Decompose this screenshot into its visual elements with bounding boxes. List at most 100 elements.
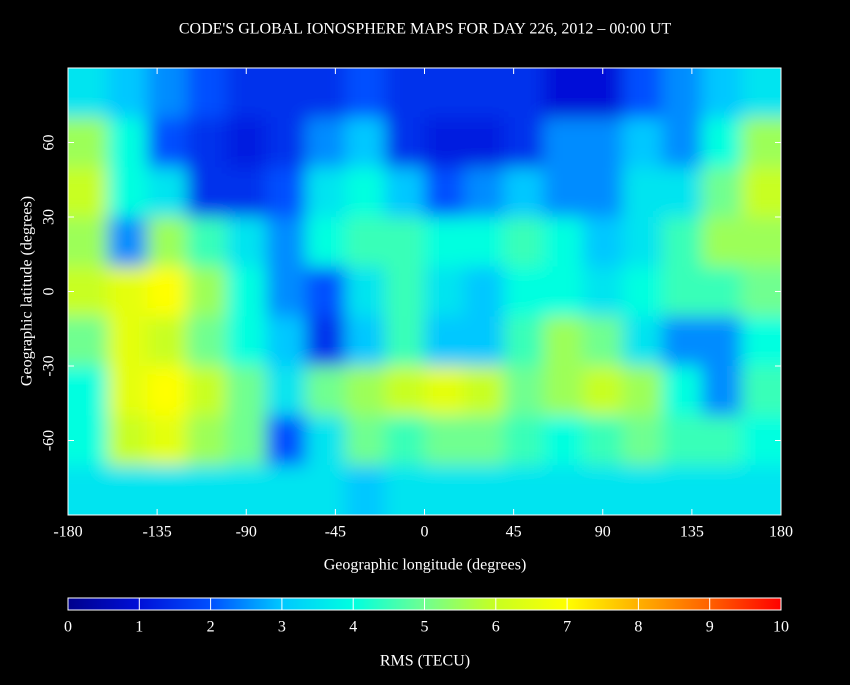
heat-cell xyxy=(662,266,703,317)
heat-cell xyxy=(68,366,109,417)
heat-cell xyxy=(622,465,663,515)
colorbar-tick-label: 9 xyxy=(706,619,714,636)
heat-cell xyxy=(503,266,544,317)
heat-cell xyxy=(186,266,227,317)
colorbar-tick-label: 7 xyxy=(563,619,571,636)
heat-cell xyxy=(226,68,267,119)
heat-cell xyxy=(543,415,584,466)
y-tick-label: -30 xyxy=(41,355,58,376)
heat-cell xyxy=(582,415,624,466)
heat-cell xyxy=(68,415,109,466)
heat-cell xyxy=(741,68,781,119)
heat-cell xyxy=(582,68,624,119)
heat-cell xyxy=(384,465,425,515)
heat-cell xyxy=(226,366,267,417)
heat-cell xyxy=(582,117,624,168)
y-tick-label: -60 xyxy=(41,430,58,451)
heat-cell xyxy=(662,217,703,268)
heat-cell xyxy=(543,316,584,367)
heat-cell xyxy=(226,465,267,515)
heat-cell xyxy=(384,415,425,466)
heat-cell xyxy=(464,266,505,317)
heat-cell xyxy=(464,366,505,417)
heat-cell xyxy=(345,217,386,268)
heat-cell xyxy=(503,316,544,367)
heat-cell xyxy=(186,117,227,168)
heat-cell xyxy=(582,167,624,218)
heat-cell xyxy=(622,117,663,168)
heat-cell xyxy=(345,68,386,119)
heat-cell xyxy=(622,415,663,466)
heat-cell xyxy=(107,117,148,168)
heat-cell xyxy=(345,117,386,168)
heat-cell xyxy=(147,366,188,417)
x-tick-label: -180 xyxy=(53,524,82,541)
heat-cell xyxy=(68,316,109,367)
heat-cell xyxy=(464,68,505,119)
heat-cell xyxy=(464,316,505,367)
heat-cell xyxy=(345,366,386,417)
heat-cell xyxy=(226,266,267,317)
heat-cell xyxy=(424,117,465,168)
heat-cell xyxy=(543,366,584,417)
heat-cell xyxy=(226,217,267,268)
y-axis-label: Geographic latitude (degrees) xyxy=(19,196,36,386)
x-tick-label: 90 xyxy=(595,524,611,541)
heat-cell xyxy=(662,316,703,367)
heat-cell xyxy=(622,266,663,317)
heat-cell xyxy=(503,167,544,218)
heat-cell xyxy=(701,217,742,268)
x-tick-label: -90 xyxy=(236,524,257,541)
heat-cell xyxy=(424,266,465,317)
heat-cell xyxy=(543,266,584,317)
heat-cell xyxy=(345,167,386,218)
heat-cell xyxy=(107,167,148,218)
colorbar-tick-label: 8 xyxy=(634,619,642,636)
heat-cell xyxy=(266,366,307,417)
heat-cell xyxy=(226,117,267,168)
x-tick-label: -45 xyxy=(325,524,346,541)
heat-cell xyxy=(68,117,109,168)
heat-cell xyxy=(186,415,227,466)
heat-cell xyxy=(68,217,109,268)
heat-cell xyxy=(147,266,188,317)
y-tick-label: 30 xyxy=(41,209,58,225)
heat-cell xyxy=(107,217,148,268)
heat-cell xyxy=(701,366,742,417)
heat-cell xyxy=(582,266,624,317)
heat-cell xyxy=(266,465,307,515)
heat-cell xyxy=(186,167,227,218)
heat-cell xyxy=(543,167,584,218)
heat-cell xyxy=(543,68,584,119)
heat-cell xyxy=(582,316,624,367)
heat-cell xyxy=(662,366,703,417)
colorbar-tick-label: 0 xyxy=(64,619,72,636)
heat-cell xyxy=(186,366,227,417)
heat-cell xyxy=(345,415,386,466)
y-tick-label: 0 xyxy=(41,288,58,296)
heat-cell xyxy=(384,167,425,218)
heat-cell xyxy=(582,366,624,417)
heat-cell xyxy=(582,217,624,268)
x-tick-label: 45 xyxy=(506,524,522,541)
heatmap xyxy=(68,68,781,515)
heat-cell xyxy=(305,117,346,168)
heat-cell xyxy=(622,366,663,417)
heat-cell xyxy=(68,167,109,218)
heat-cell xyxy=(622,68,663,119)
chart-title: CODE'S GLOBAL IONOSPHERE MAPS FOR DAY 22… xyxy=(179,21,671,38)
heat-cell xyxy=(701,68,742,119)
x-tick-label: 180 xyxy=(769,524,793,541)
heat-cell xyxy=(543,465,584,515)
heat-cell xyxy=(741,415,781,466)
heat-cell xyxy=(424,366,465,417)
heat-cell xyxy=(147,465,188,515)
heat-cell xyxy=(266,167,307,218)
colorbar-tick-label: 4 xyxy=(349,619,357,636)
heat-cell xyxy=(384,68,425,119)
heat-cell xyxy=(741,266,781,317)
heat-cell xyxy=(503,217,544,268)
heat-cell xyxy=(464,117,505,168)
heat-cell xyxy=(424,316,465,367)
